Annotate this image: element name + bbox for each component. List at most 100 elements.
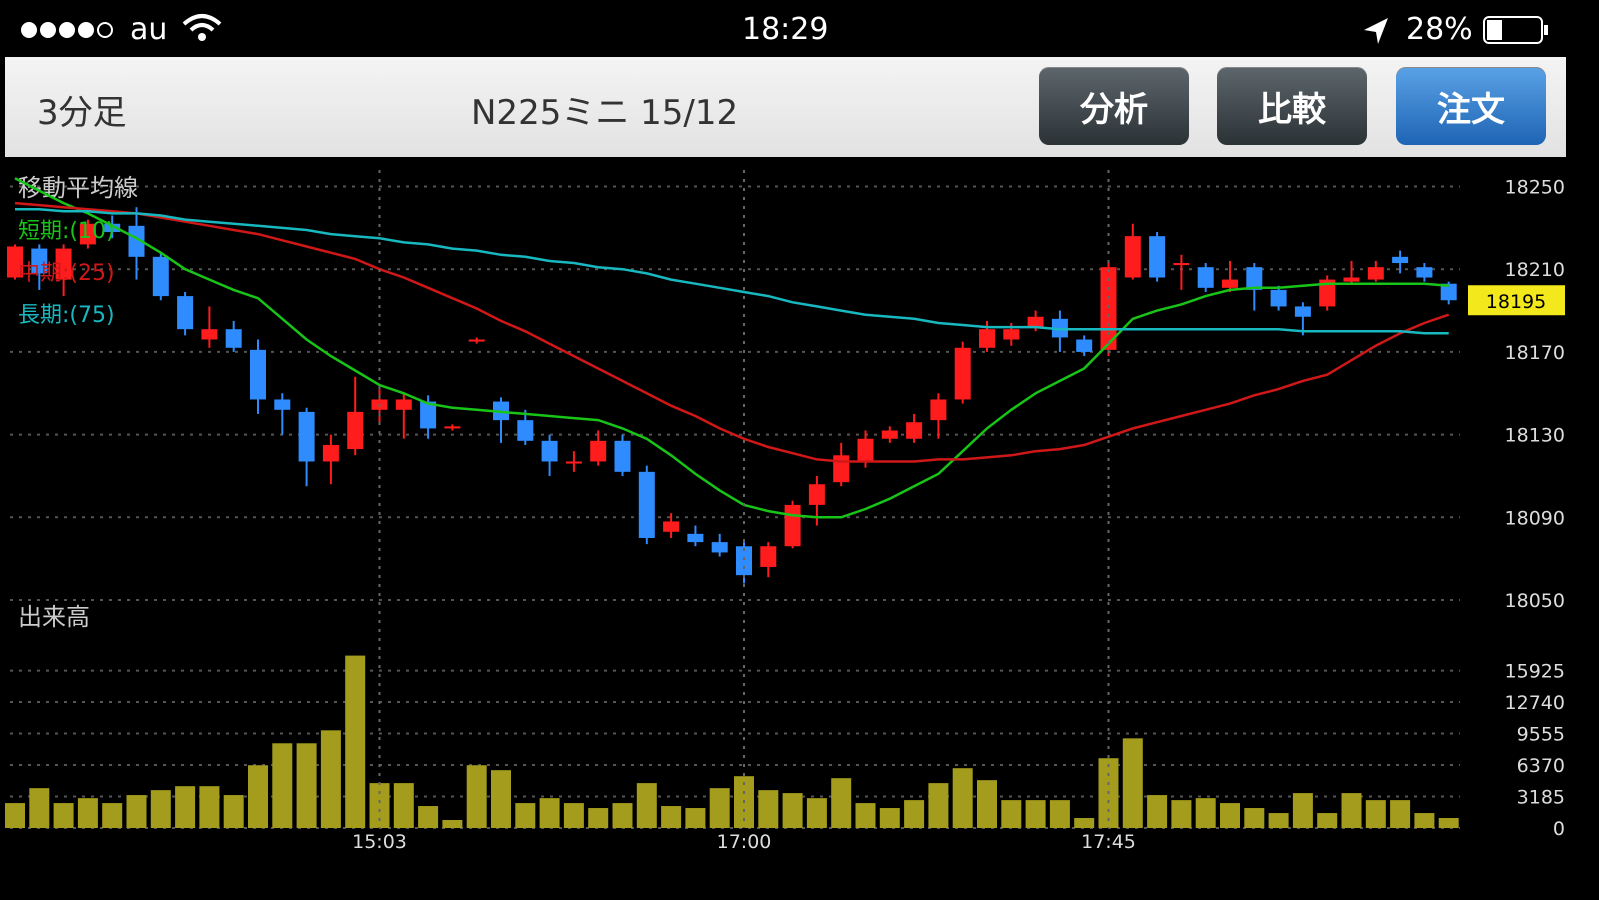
volume-bar (320, 730, 341, 828)
candle-body (517, 420, 534, 441)
panel-title: 移動平均線 (18, 174, 138, 202)
volume-bar (1122, 738, 1143, 828)
candle-body (31, 248, 48, 274)
volume-bar (77, 798, 98, 828)
legend-entry: 長期:(75) (18, 303, 115, 328)
legend-entry: 中期:(25) (18, 261, 115, 286)
volume-bar (393, 783, 414, 828)
candle-body (857, 438, 874, 462)
volume-bar (855, 803, 876, 828)
candle-body (1343, 277, 1360, 282)
battery-percent: 28% (1406, 12, 1473, 47)
candle-body (1124, 236, 1141, 278)
signal-icon (21, 22, 113, 38)
period-label[interactable]: 3分足 (37, 93, 127, 133)
candle-body (177, 296, 194, 330)
candle-body (687, 533, 704, 543)
volume-bar (782, 793, 803, 828)
volume-bar (442, 819, 463, 828)
moving-average-line (14, 177, 1449, 519)
candle-body (468, 339, 485, 342)
volume-bar (928, 783, 949, 828)
volume-bar (1195, 798, 1216, 828)
volume-bar (150, 790, 171, 828)
candle-body (1173, 263, 1190, 266)
volume-bar (175, 786, 196, 828)
volume-bar (5, 803, 25, 828)
y-tick-label: 12740 (1505, 692, 1565, 714)
volume-bar (248, 765, 268, 828)
candle-body (55, 248, 72, 280)
volume-bar (29, 788, 50, 828)
wifi-icon (182, 14, 222, 41)
y-tick-label: 18170 (1505, 342, 1565, 364)
candle-body (979, 329, 995, 348)
candle-body (930, 399, 947, 421)
volume-bar (758, 790, 779, 828)
candle-body (1076, 339, 1093, 352)
volume-bar (1292, 793, 1313, 828)
volume-bar (53, 803, 74, 828)
volume-bar (1244, 808, 1265, 828)
candle-body (7, 246, 23, 278)
panel-title: 出来高 (18, 603, 90, 631)
volume-bar (1268, 813, 1289, 828)
volume-bar (1171, 800, 1192, 828)
candle-body (79, 223, 96, 245)
volume-bar (1074, 818, 1095, 828)
candle-body (1149, 236, 1166, 278)
moving-average-line (15, 208, 1449, 335)
candle-body (614, 440, 631, 472)
moving-average-line (14, 201, 1450, 463)
candle-body (128, 225, 145, 257)
volume-bar (977, 780, 997, 828)
x-tick-label: 15:03 (352, 831, 407, 853)
y-tick-label: 18130 (1505, 425, 1565, 447)
candle-body (954, 347, 971, 400)
analysis-button[interactable]: 分析 (1039, 67, 1189, 145)
volume-bar (612, 803, 633, 828)
symbol-label: N225ミニ 15/12 (471, 93, 739, 133)
toolbar: 3分足 N225ミニ 15/12 分析 比較 注文 (5, 57, 1566, 157)
volume-bar (1220, 803, 1240, 828)
candle-body (906, 422, 923, 439)
volume-bar (199, 786, 220, 828)
volume-bar (491, 770, 511, 828)
volume-bar (296, 743, 317, 828)
y-tick-label: 18250 (1505, 177, 1565, 199)
x-tick-label: 17:45 (1081, 831, 1136, 853)
compare-button[interactable]: 比較 (1217, 67, 1367, 145)
candle-body (250, 349, 266, 400)
clock: 18:29 (742, 12, 829, 47)
y-tick-label: 0 (1553, 818, 1565, 840)
volume-bar (102, 803, 123, 828)
volume-bar (1438, 818, 1459, 828)
candle-body (638, 471, 655, 538)
candle-body (1027, 316, 1044, 328)
candle-body (1003, 329, 1020, 340)
candle-body (104, 223, 121, 233)
candle-body (225, 329, 242, 348)
candle-body (1416, 267, 1433, 278)
volume-bar (661, 806, 682, 828)
candle-body (444, 426, 461, 429)
order-button[interactable]: 注文 (1396, 67, 1546, 145)
volume-bar (272, 743, 293, 828)
volume-bar (1025, 800, 1046, 828)
candle-body (395, 399, 412, 410)
candle-body (736, 546, 752, 576)
candle-body (1367, 267, 1384, 280)
x-tick-label: 17:00 (717, 831, 772, 853)
candle-body (152, 256, 169, 297)
candle-body (881, 430, 898, 439)
candle-body (1222, 279, 1238, 288)
legend-entry: 短期:(10) (18, 219, 115, 244)
y-tick-label: 18210 (1505, 259, 1565, 281)
volume-bar (563, 803, 584, 828)
candle-body (541, 440, 558, 462)
volume-bar (1001, 800, 1022, 828)
volume-bar (904, 800, 925, 828)
volume-bar (369, 783, 390, 828)
candle-body (808, 484, 825, 505)
